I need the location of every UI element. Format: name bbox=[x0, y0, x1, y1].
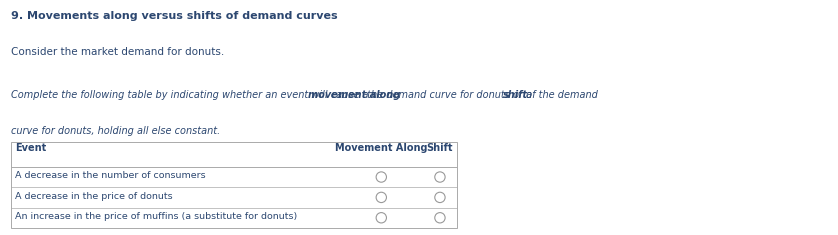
Text: Consider the market demand for donuts.: Consider the market demand for donuts. bbox=[11, 47, 224, 57]
Text: A decrease in the price of donuts: A decrease in the price of donuts bbox=[15, 192, 173, 200]
Text: An increase in the price of muffins (a substitute for donuts): An increase in the price of muffins (a s… bbox=[15, 212, 297, 221]
Text: Movement Along: Movement Along bbox=[335, 143, 427, 153]
Text: the demand curve for donuts or a: the demand curve for donuts or a bbox=[365, 90, 535, 101]
Text: movement along: movement along bbox=[308, 90, 400, 101]
Text: 9. Movements along versus shifts of demand curves: 9. Movements along versus shifts of dema… bbox=[11, 11, 338, 21]
Text: Event: Event bbox=[15, 143, 46, 153]
Text: of the demand: of the demand bbox=[523, 90, 597, 101]
Text: A decrease in the number of consumers: A decrease in the number of consumers bbox=[15, 171, 205, 180]
Bar bbox=[11, 142, 457, 228]
Text: shift: shift bbox=[503, 90, 528, 101]
Text: Complete the following table by indicating whether an event will cause a: Complete the following table by indicati… bbox=[11, 90, 371, 101]
Text: curve for donuts, holding all else constant.: curve for donuts, holding all else const… bbox=[11, 126, 220, 136]
Text: Shift: Shift bbox=[427, 143, 453, 153]
